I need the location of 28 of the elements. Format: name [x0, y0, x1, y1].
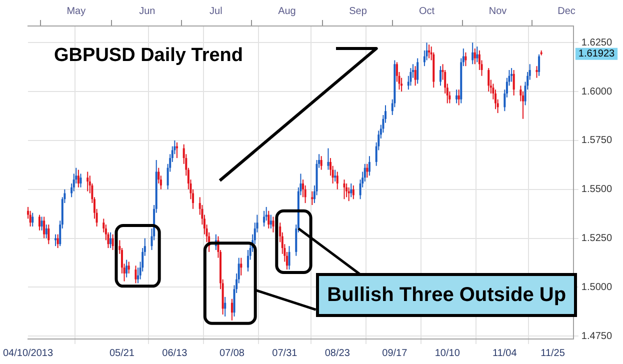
x2-tick-label: May — [66, 6, 86, 17]
x2-tick-label: Jun — [139, 6, 156, 17]
x-tick-label: 08/23 — [324, 348, 350, 359]
y-tick-label: 1.5000 — [581, 282, 612, 293]
x-tick-label: 07/31 — [272, 348, 298, 359]
x2-tick-label: Aug — [278, 6, 296, 17]
y-tick-label: 1.6000 — [581, 86, 612, 98]
x-tick-label: 10/10 — [434, 348, 460, 359]
y-tick-label: 1.5500 — [581, 184, 612, 196]
x-tick-label: 06/13 — [162, 348, 188, 359]
y-tick-label: 1.5250 — [581, 233, 612, 244]
x-tick-label: 07/08 — [219, 348, 245, 359]
x-tick-label: 05/21 — [109, 348, 135, 359]
x-tick-label: 11/04 — [492, 348, 518, 359]
y-tick-label: 1.6250 — [581, 37, 612, 48]
annotation: Bullish Three Outside Up — [327, 284, 566, 307]
x-tick-label: 11/25 — [540, 348, 566, 359]
x-tick-label: 09/17 — [382, 348, 408, 359]
x2-tick-label: Jul — [210, 6, 222, 17]
x-tick-label: 04/10/2013 — [2, 348, 54, 359]
text: GBPUSD Daily Trend — [54, 45, 244, 67]
x2-tick-label: Nov — [488, 6, 507, 17]
text: 1.61923 — [578, 48, 615, 60]
x2-tick-label: Oct — [418, 6, 435, 17]
x2-tick-label: Dec — [558, 6, 576, 17]
y-tick-label: 1.5750 — [581, 135, 612, 146]
y-tick-label: 1.4750 — [581, 330, 612, 342]
x2-tick-label: Sep — [349, 6, 368, 17]
